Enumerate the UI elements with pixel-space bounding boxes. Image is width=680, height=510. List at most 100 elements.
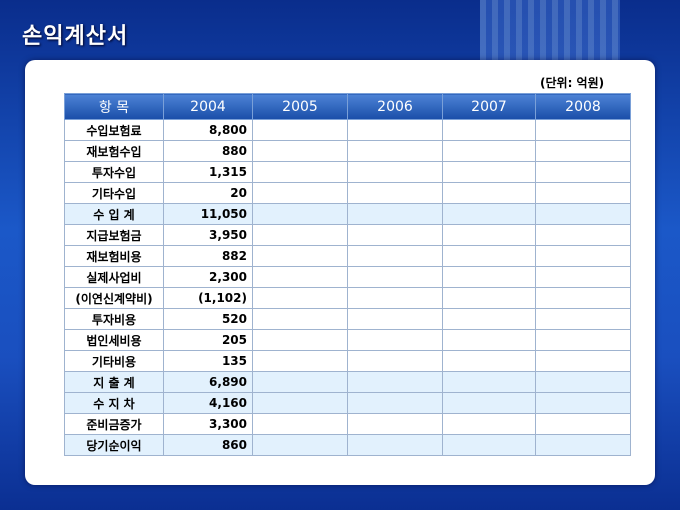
header-row: 항 목 2004 2005 2006 2007 2008 [64, 93, 631, 120]
empty-cell [252, 434, 348, 456]
empty-cell [252, 329, 348, 351]
empty-cell [442, 266, 536, 288]
row-label: 투자수입 [64, 161, 164, 183]
empty-cell [442, 245, 536, 267]
empty-cell [252, 224, 348, 246]
empty-cell [252, 287, 348, 309]
empty-cell [347, 308, 443, 330]
empty-cell [252, 245, 348, 267]
cell-value: 520 [163, 308, 253, 330]
row-label: 당기순이익 [64, 434, 164, 456]
table-row: 기타수입 20 [64, 182, 631, 204]
cell-value: 880 [163, 140, 253, 162]
cell-value: 205 [163, 329, 253, 351]
row-label: 재보험비용 [64, 245, 164, 267]
table-row: 수 입 계 11,050 [64, 203, 631, 225]
row-label: 준비금증가 [64, 413, 164, 435]
row-label: 기타수입 [64, 182, 164, 204]
empty-cell [252, 140, 348, 162]
row-label: (이연신계약비) [64, 287, 164, 309]
table-row: 법인세비용 205 [64, 329, 631, 351]
table-row: 실제사업비 2,300 [64, 266, 631, 288]
empty-cell [347, 266, 443, 288]
empty-cell [442, 434, 536, 456]
empty-cell [347, 434, 443, 456]
cell-value: 860 [163, 434, 253, 456]
empty-cell [347, 182, 443, 204]
empty-cell [252, 413, 348, 435]
empty-cell [535, 350, 631, 372]
column-header: 2006 [347, 93, 443, 120]
empty-cell [252, 203, 348, 225]
table-row: 기타비용 135 [64, 350, 631, 372]
empty-cell [252, 266, 348, 288]
empty-cell [535, 266, 631, 288]
empty-cell [347, 371, 443, 393]
empty-cell [252, 308, 348, 330]
cell-value: 2,300 [163, 266, 253, 288]
empty-cell [252, 161, 348, 183]
column-header: 2005 [252, 93, 348, 120]
row-label: 수 지 차 [64, 392, 164, 414]
empty-cell [347, 245, 443, 267]
cell-value: 4,160 [163, 392, 253, 414]
cell-value: 3,950 [163, 224, 253, 246]
row-label: 지급보험금 [64, 224, 164, 246]
cell-value: (1,102) [163, 287, 253, 309]
cell-value: 882 [163, 245, 253, 267]
table-row: 재보험비용 882 [64, 245, 631, 267]
empty-cell [535, 434, 631, 456]
table-row: 수입보험료 8,800 [64, 119, 631, 141]
cell-value: 8,800 [163, 119, 253, 141]
empty-cell [442, 203, 536, 225]
column-header: 2008 [535, 93, 631, 120]
empty-cell [535, 413, 631, 435]
row-label: 재보험수입 [64, 140, 164, 162]
background-building [480, 0, 620, 70]
row-label: 지 출 계 [64, 371, 164, 393]
empty-cell [252, 350, 348, 372]
table-row: 지급보험금 3,950 [64, 224, 631, 246]
table-row: 재보험수입 880 [64, 140, 631, 162]
empty-cell [252, 119, 348, 141]
empty-cell [347, 350, 443, 372]
empty-cell [442, 140, 536, 162]
empty-cell [442, 182, 536, 204]
row-label: 투자비용 [64, 308, 164, 330]
cell-value: 3,300 [163, 413, 253, 435]
empty-cell [347, 413, 443, 435]
empty-cell [535, 119, 631, 141]
empty-cell [347, 161, 443, 183]
row-label: 실제사업비 [64, 266, 164, 288]
empty-cell [442, 119, 536, 141]
empty-cell [442, 308, 536, 330]
empty-cell [442, 350, 536, 372]
empty-cell [535, 287, 631, 309]
table-row: 수 지 차 4,160 [64, 392, 631, 414]
row-label: 기타비용 [64, 350, 164, 372]
cell-value: 1,315 [163, 161, 253, 183]
table-row: (이연신계약비) (1,102) [64, 287, 631, 309]
empty-cell [535, 161, 631, 183]
title: 손익계산서 [22, 24, 129, 49]
empty-cell [535, 140, 631, 162]
empty-cell [535, 224, 631, 246]
table-row: 준비금증가 3,300 [64, 413, 631, 435]
cell-value: 6,890 [163, 371, 253, 393]
empty-cell [347, 119, 443, 141]
column-header: 2007 [442, 93, 536, 120]
empty-cell [347, 140, 443, 162]
row-label: 수입보험료 [64, 119, 164, 141]
empty-cell [442, 161, 536, 183]
income-table: 항 목 2004 2005 2006 2007 2008 수입보험료 8,800 재보험수입 8… [64, 93, 631, 456]
empty-cell [442, 224, 536, 246]
empty-cell [347, 203, 443, 225]
row-label: 수 입 계 [64, 203, 164, 225]
empty-cell [347, 224, 443, 246]
unit-note: (단위: 억원) [540, 76, 605, 90]
empty-cell [442, 329, 536, 351]
empty-cell [347, 392, 443, 414]
empty-cell [347, 287, 443, 309]
empty-cell [535, 245, 631, 267]
